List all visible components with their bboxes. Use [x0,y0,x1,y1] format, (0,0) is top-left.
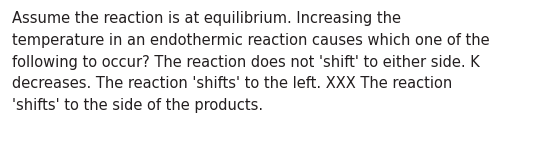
Text: Assume the reaction is at equilibrium. Increasing the: Assume the reaction is at equilibrium. I… [12,11,401,26]
Text: temperature in an endothermic reaction causes which one of the: temperature in an endothermic reaction c… [12,33,489,48]
Text: decreases. The reaction 'shifts' to the left. XXX The reaction: decreases. The reaction 'shifts' to the … [12,76,452,91]
Text: following to occur? The reaction does not 'shift' to either side. K: following to occur? The reaction does no… [12,55,480,70]
Text: 'shifts' to the side of the products.: 'shifts' to the side of the products. [12,98,263,113]
